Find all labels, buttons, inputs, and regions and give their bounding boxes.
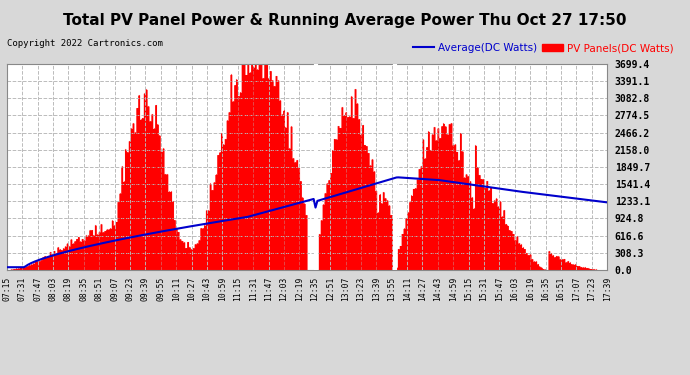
Text: Total PV Panel Power & Running Average Power Thu Oct 27 17:50: Total PV Panel Power & Running Average P… [63,13,627,28]
Legend: Average(DC Watts), PV Panels(DC Watts): Average(DC Watts), PV Panels(DC Watts) [408,39,678,57]
Text: Copyright 2022 Cartronics.com: Copyright 2022 Cartronics.com [7,39,163,48]
